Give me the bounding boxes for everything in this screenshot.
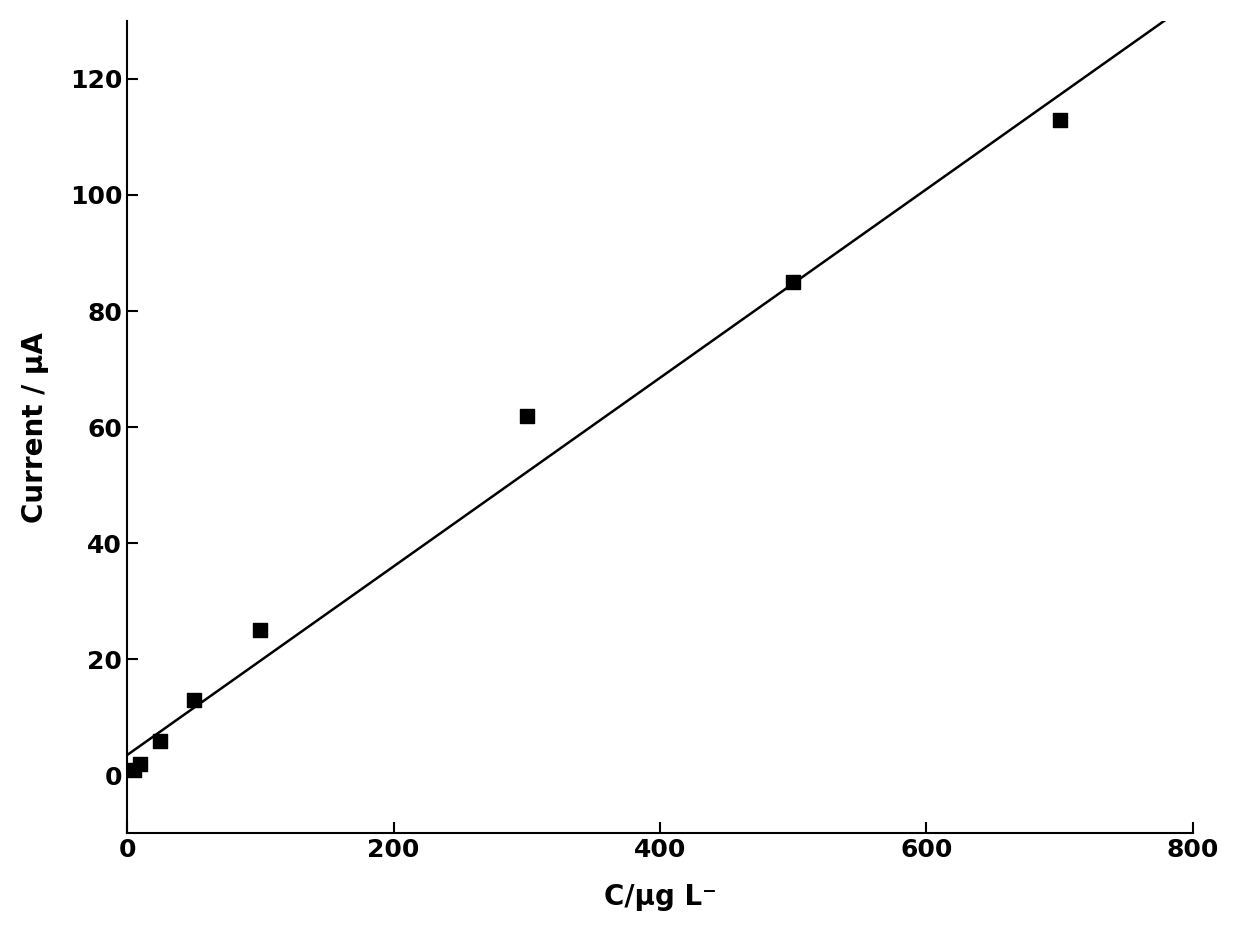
Y-axis label: Current / μA: Current / μA <box>21 332 48 523</box>
Point <box>124 762 144 777</box>
Point <box>784 275 804 290</box>
Point <box>184 692 203 707</box>
Point <box>130 757 150 772</box>
Point <box>517 408 537 423</box>
Point <box>150 733 170 748</box>
Point <box>250 623 270 637</box>
Point <box>1050 112 1070 127</box>
X-axis label: C/μg L⁻: C/μg L⁻ <box>604 884 717 911</box>
